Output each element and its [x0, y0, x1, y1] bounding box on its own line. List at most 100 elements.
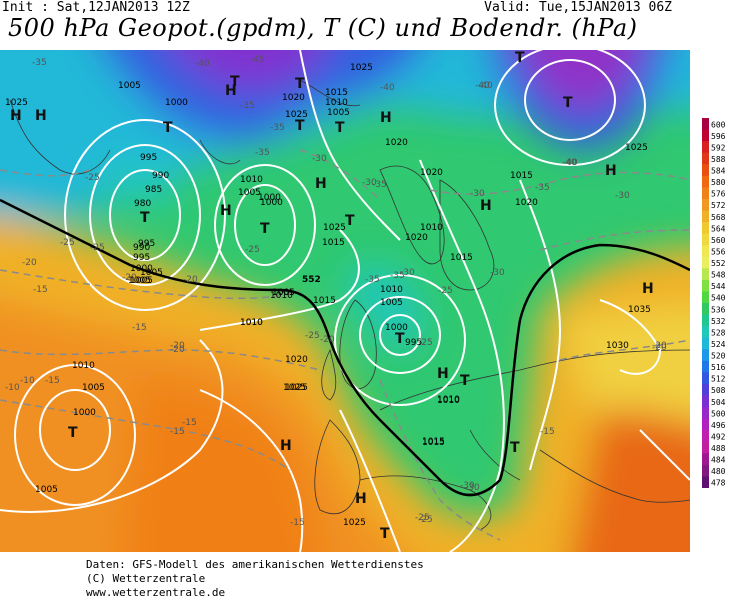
color-legend-swatch: [702, 279, 709, 292]
pressure-label: 1010: [420, 223, 443, 233]
pressure-label: 985: [145, 185, 162, 195]
temperature-label: -40: [195, 59, 210, 69]
pressure-label: 1005: [130, 276, 153, 286]
low-center: T: [563, 95, 573, 111]
temperature-label: -40: [562, 158, 577, 168]
pressure-label: 1005: [35, 485, 58, 495]
pressure-label: 1005: [82, 383, 105, 393]
color-legend-swatch: [702, 141, 709, 154]
temperature-label: -40: [475, 81, 490, 91]
pressure-label: 1020: [515, 198, 538, 208]
temperature-label: -30: [465, 483, 480, 493]
temperature-label: -30: [460, 481, 475, 491]
temperature-label: -20: [183, 275, 198, 285]
color-legend-swatch: [702, 430, 709, 443]
pressure-label: 1010: [325, 98, 348, 108]
color-legend-swatch: [702, 256, 709, 269]
temperature-label: -10: [20, 376, 35, 386]
pressure-label: 1020: [385, 138, 408, 148]
temperature-label: -35: [535, 183, 550, 193]
color-legend-tick: 564: [711, 224, 726, 233]
color-legend-tick: 576: [711, 190, 726, 199]
pressure-label: 1000: [260, 198, 283, 208]
pressure-label: 980: [134, 199, 151, 209]
pressure-label: 1020: [420, 168, 443, 178]
color-legend-tick: 488: [711, 444, 726, 453]
high-center: H: [10, 108, 22, 124]
contour-552: [0, 198, 690, 497]
high-centers: H H H H H H H H H H H H: [10, 83, 654, 507]
color-legend-tick: 512: [711, 375, 726, 384]
pressure-labels: 1025 1005 1000 995 990 985 980 995 990 9…: [5, 63, 651, 528]
pressure-label: 1025: [323, 223, 346, 233]
pressure-label: 1025: [625, 143, 648, 153]
pressure-label: 1005: [128, 276, 151, 286]
pressure-label: 1020: [285, 355, 308, 365]
color-legend-swatch: [702, 210, 709, 223]
color-legend-canvas: 600 596 592 588 584 580 576 572 568 564 560 556 552 5…: [702, 118, 726, 489]
temperature-label: -30: [312, 154, 327, 164]
color-legend-tick: 588: [711, 155, 726, 164]
color-legend-swatch: [702, 129, 709, 142]
pressure-label: 990: [152, 171, 169, 181]
credit-url[interactable]: www.wetterzentrale.de: [86, 586, 226, 599]
low-centers: T T T T T T T T T T T T T T T: [68, 50, 573, 542]
pressure-label: 995: [138, 239, 155, 249]
color-legend: 600 596 592 588 584 580 576 572 568 564 560 556 552 5…: [700, 118, 732, 489]
credit-copyright: (C) Wetterzentrale: [86, 572, 206, 585]
pressure-label: 1005: [380, 298, 403, 308]
color-legend-tick: 592: [711, 143, 726, 152]
color-legend-tick: 568: [711, 213, 726, 222]
geopotential-color-field: [0, 50, 690, 552]
color-legend-swatch: [702, 441, 709, 454]
pressure-label: 1035: [628, 305, 651, 315]
color-legend-tick: 524: [711, 340, 726, 349]
coastlines: [9, 79, 690, 531]
pressure-label: 1010: [240, 318, 263, 328]
temperature-label: -40: [380, 83, 395, 93]
temperature-label: -30: [490, 268, 505, 278]
color-legend-swatch: [702, 268, 709, 281]
high-center: H: [380, 110, 392, 126]
high-center: H: [35, 108, 47, 124]
pressure-label: 1015: [422, 438, 445, 448]
pressure-label: 1000: [130, 264, 153, 274]
color-legend-swatch: [702, 453, 709, 466]
color-legend-tick: 548: [711, 271, 726, 280]
color-legend-swatch: [702, 152, 709, 165]
pressure-label: 1000: [165, 98, 188, 108]
pressure-label: 1025: [5, 98, 28, 108]
pressure-label: 1025: [283, 383, 306, 393]
color-legend-tick: 500: [711, 409, 726, 418]
color-legend-swatch: [702, 349, 709, 362]
temperature-label: -25: [438, 286, 453, 296]
temperature-label: -20: [652, 341, 667, 351]
color-legend-swatch: [702, 407, 709, 420]
pressure-label: 1010: [437, 395, 460, 405]
credit-source: Daten: GFS-Modell des amerikanischen Wet…: [86, 558, 424, 571]
isotherms: [0, 149, 690, 541]
temperature-label: -40: [478, 81, 493, 91]
temperature-label: -15: [182, 418, 197, 428]
low-center: T: [140, 210, 150, 226]
temperature-label: -35: [240, 101, 255, 111]
pressure-label: 1010: [437, 396, 460, 406]
temperature-label: -35: [32, 58, 47, 68]
pressure-label: 1010: [240, 318, 263, 328]
color-legend-tick: 536: [711, 305, 726, 314]
high-center: H: [480, 198, 492, 214]
pressure-label: 1015: [510, 171, 533, 181]
temperature-label: -25: [60, 238, 75, 248]
color-legend-tick: 496: [711, 421, 726, 430]
color-legend-swatch: [702, 395, 709, 408]
pressure-label: 1015: [325, 88, 348, 98]
data-credits: Daten: GFS-Modell des amerikanischen Wet…: [86, 558, 424, 600]
low-center: T: [380, 526, 390, 542]
temperature-label: -25: [245, 245, 260, 255]
temperature-label: -20: [22, 258, 37, 268]
low-center: T: [260, 221, 270, 237]
temperature-label: -15: [290, 518, 305, 528]
pressure-label: 1010: [380, 285, 403, 295]
pressure-label: 1020: [282, 93, 305, 103]
color-legend-swatch: [702, 222, 709, 235]
